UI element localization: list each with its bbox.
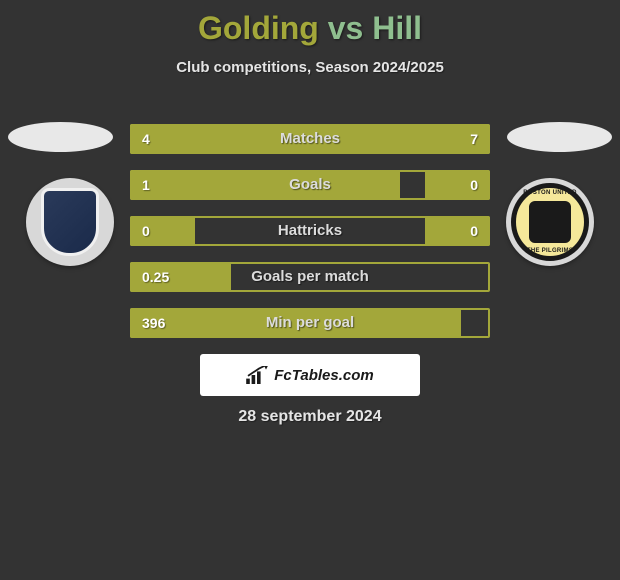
stat-value-right: 0	[470, 170, 478, 200]
ring-crest-icon: BOSTON UNITED THE PILGRIMS	[511, 183, 589, 261]
stat-label: Matches	[130, 124, 490, 154]
chart-icon	[246, 366, 268, 384]
club-crest-right: BOSTON UNITED THE PILGRIMS	[506, 178, 594, 266]
stat-label: Hattricks	[130, 216, 490, 246]
date-text: 28 september 2024	[0, 408, 620, 426]
stat-label: Min per goal	[130, 308, 490, 338]
vs-text: vs	[328, 10, 364, 46]
stat-label: Goals	[130, 170, 490, 200]
comparison-title: Golding vs Hill	[0, 0, 620, 47]
stat-label: Goals per match	[130, 262, 490, 292]
stat-bars: Matches47Goals10Hattricks00Goals per mat…	[130, 124, 490, 354]
stat-row: Min per goal396	[130, 308, 490, 338]
subtitle: Club competitions, Season 2024/2025	[0, 59, 620, 76]
crest-right-bottom-text: THE PILGRIMS	[527, 248, 573, 254]
stat-row: Hattricks0 0	[130, 216, 490, 246]
player1-name: Golding	[198, 10, 319, 46]
brand-text: FcTables.com	[274, 367, 373, 384]
headshot-oval-left	[8, 122, 113, 152]
stat-value-left: 0.25	[142, 262, 169, 292]
headshot-oval-right	[507, 122, 612, 152]
stat-value-left: 4	[142, 124, 150, 154]
crest-right-top-text: BOSTON UNITED	[523, 190, 576, 196]
stat-value-left: 396	[142, 308, 165, 338]
player2-name: Hill	[372, 10, 422, 46]
club-crest-left	[26, 178, 114, 266]
stat-row: Goals1 0	[130, 170, 490, 200]
stat-value-left: 0	[142, 216, 150, 246]
stat-value-right: 0	[470, 216, 478, 246]
shield-icon	[41, 188, 99, 256]
stat-value-left: 1	[142, 170, 150, 200]
stat-row: Goals per match0.25	[130, 262, 490, 292]
brand-badge: FcTables.com	[200, 354, 420, 396]
stat-row: Matches4 7	[130, 124, 490, 154]
stat-value-right: 7	[470, 124, 478, 154]
